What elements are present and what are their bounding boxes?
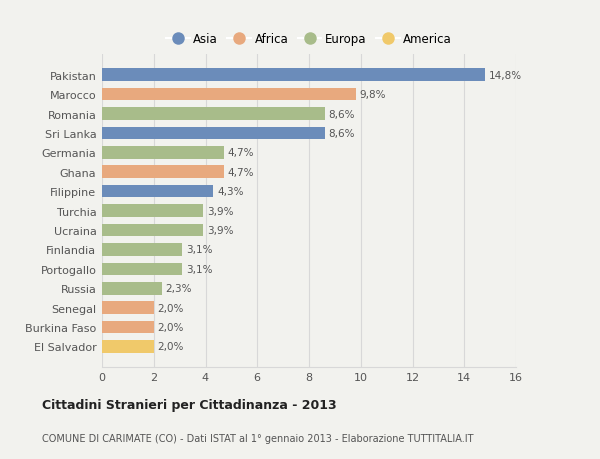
Text: 2,0%: 2,0%: [158, 303, 184, 313]
Text: 4,7%: 4,7%: [227, 148, 254, 158]
Bar: [102, 244, 182, 256]
Text: 4,7%: 4,7%: [227, 168, 254, 177]
Bar: [102, 166, 224, 179]
Bar: [102, 185, 213, 198]
Text: 3,9%: 3,9%: [207, 206, 233, 216]
Bar: [102, 282, 161, 295]
Bar: [102, 302, 154, 314]
Text: 3,1%: 3,1%: [186, 264, 212, 274]
Text: 8,6%: 8,6%: [328, 129, 355, 139]
Bar: [102, 147, 224, 159]
Text: 3,1%: 3,1%: [186, 245, 212, 255]
Text: 8,6%: 8,6%: [328, 109, 355, 119]
Bar: [102, 69, 485, 82]
Text: 14,8%: 14,8%: [489, 71, 522, 80]
Text: 2,0%: 2,0%: [158, 322, 184, 332]
Text: 2,3%: 2,3%: [166, 284, 192, 294]
Bar: [102, 224, 203, 237]
Legend: Asia, Africa, Europa, America: Asia, Africa, Europa, America: [163, 30, 455, 50]
Text: 4,3%: 4,3%: [217, 187, 244, 197]
Bar: [102, 263, 182, 275]
Bar: [102, 205, 203, 218]
Bar: [102, 127, 325, 140]
Text: 3,9%: 3,9%: [207, 225, 233, 235]
Text: COMUNE DI CARIMATE (CO) - Dati ISTAT al 1° gennaio 2013 - Elaborazione TUTTITALI: COMUNE DI CARIMATE (CO) - Dati ISTAT al …: [42, 433, 473, 442]
Text: Cittadini Stranieri per Cittadinanza - 2013: Cittadini Stranieri per Cittadinanza - 2…: [42, 398, 337, 412]
Text: 2,0%: 2,0%: [158, 342, 184, 352]
Text: 9,8%: 9,8%: [359, 90, 386, 100]
Bar: [102, 108, 325, 121]
Bar: [102, 341, 154, 353]
Bar: [102, 321, 154, 334]
Bar: [102, 89, 356, 101]
